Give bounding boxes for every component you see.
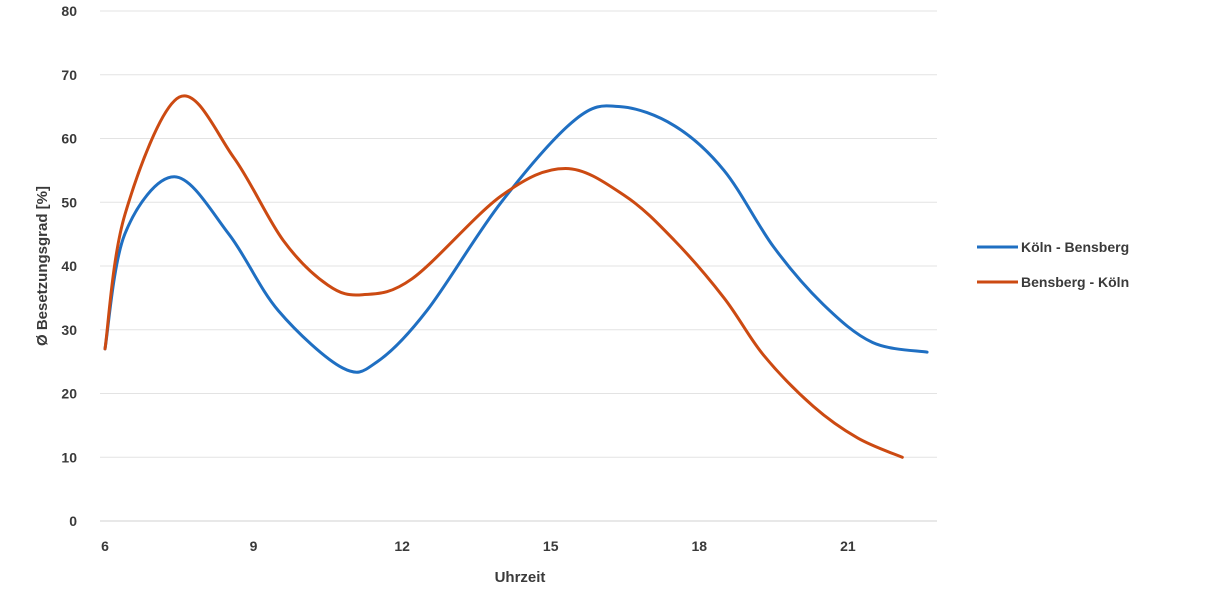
y-axis: 0 10 20 30 40 50 60 70 80	[61, 3, 77, 529]
series-line-1	[103, 104, 929, 374]
y-tick-label: 80	[61, 3, 77, 19]
y-tick-label: 70	[61, 67, 77, 83]
legend-label: Bensberg - Köln	[1021, 274, 1129, 290]
y-tick-label: 30	[61, 322, 77, 338]
y-tick-label: 10	[61, 449, 77, 465]
x-tick-label: 6	[101, 538, 109, 554]
y-tick-label: 60	[61, 131, 77, 147]
y-axis-title: Ø Besetzungsgrad [%]	[34, 186, 51, 346]
plot-area	[103, 94, 929, 459]
x-tick-label: 15	[543, 538, 559, 554]
y-tick-label: 40	[61, 258, 77, 274]
gridlines	[100, 10, 937, 522]
legend-label: Köln - Bensberg	[1021, 239, 1129, 255]
x-tick-label: 21	[840, 538, 856, 554]
y-tick-label: 20	[61, 386, 77, 402]
y-tick-label: 0	[69, 513, 77, 529]
x-tick-label: 18	[691, 538, 707, 554]
legend: Köln - Bensberg Bensberg - Köln	[977, 239, 1129, 290]
y-tick-label: 50	[61, 194, 77, 210]
x-tick-label: 12	[394, 538, 410, 554]
x-axis: 6 9 12 15 18 21	[101, 538, 856, 554]
x-tick-label: 9	[250, 538, 258, 554]
x-axis-title: Uhrzeit	[495, 569, 546, 586]
series-line-2	[103, 94, 904, 459]
